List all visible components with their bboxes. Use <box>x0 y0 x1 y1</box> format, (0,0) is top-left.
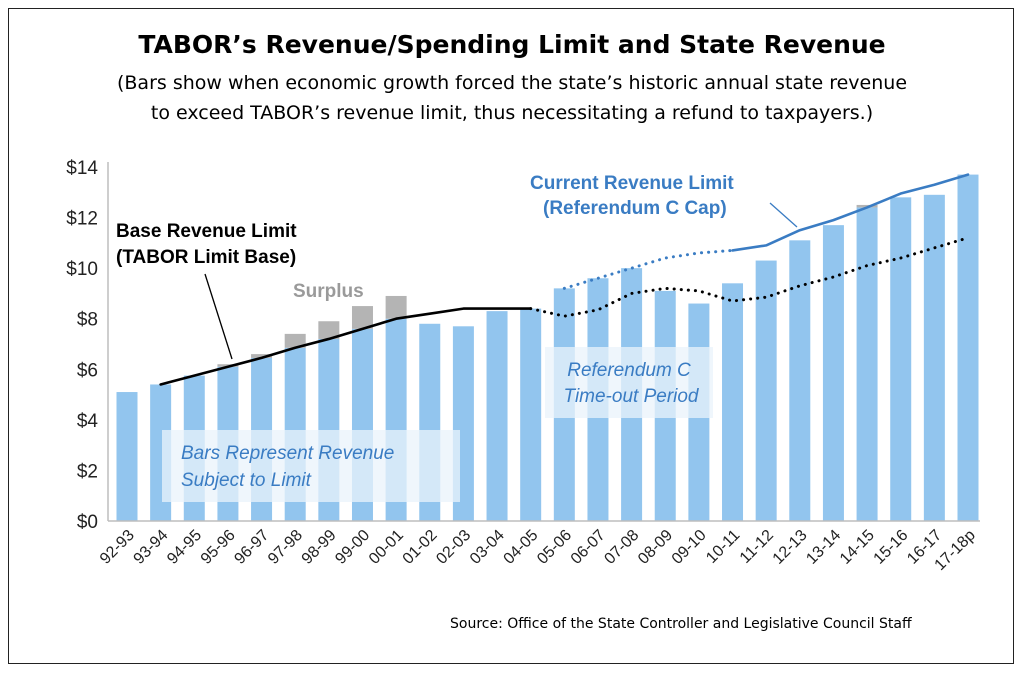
bars-note-box <box>162 430 460 502</box>
x-tick-label: 05-06 <box>534 527 575 568</box>
y-tick-label: $10 <box>66 259 98 280</box>
x-tick-label: 95-96 <box>198 527 239 568</box>
revenue-bar <box>116 392 138 521</box>
chart-subtitle-line-2: to exceed TABOR’s revenue limit, thus ne… <box>150 102 874 124</box>
revenue-bar <box>722 283 744 521</box>
y-tick-label: $2 <box>77 461 98 482</box>
current-limit-label-2: (Referendum C Cap) <box>543 198 727 219</box>
y-tick-label: $12 <box>66 209 98 230</box>
timeout-note-line-1: Referendum C <box>567 360 691 381</box>
timeout-note-box <box>545 347 713 418</box>
x-tick-label: 92-93 <box>97 527 138 568</box>
x-tick-label: 09-10 <box>669 527 710 568</box>
x-tick-label: 97-98 <box>265 527 306 568</box>
current-limit-label-1: Current Revenue Limit <box>530 173 734 194</box>
x-tick-label: 02-03 <box>433 527 474 568</box>
base-limit-dotted-line <box>529 236 970 318</box>
x-tick-label: 08-09 <box>635 527 676 568</box>
revenue-bar <box>923 194 945 522</box>
x-tick-label: 98-99 <box>299 527 340 568</box>
refc-cap-solid-line <box>731 173 970 252</box>
revenue-bar <box>789 240 811 522</box>
x-tick-label: 07-08 <box>601 527 642 568</box>
bars-note-line-2: Subject to Limit <box>181 470 312 491</box>
x-tick-label: 10-11 <box>703 527 743 567</box>
chart-title: TABOR’s Revenue/Spending Limit and State… <box>138 30 886 59</box>
revenue-bar <box>486 311 508 521</box>
y-tick-label: $8 <box>77 310 98 331</box>
bars-note-line-1: Bars Represent Revenue <box>181 443 394 464</box>
surplus-bar-segment <box>385 295 407 319</box>
x-tick-label: 99-00 <box>332 527 373 568</box>
x-tick-label: 93-94 <box>131 527 172 568</box>
revenue-bar <box>957 174 979 522</box>
surplus-bar-segment <box>284 333 306 348</box>
x-tick-label: 04-05 <box>501 527 542 568</box>
x-tick-label: 00-01 <box>366 527 407 568</box>
x-tick-label: 01-02 <box>400 527 441 568</box>
y-tick-label: $4 <box>77 411 99 432</box>
x-tick-label: 94-95 <box>164 527 205 568</box>
base-limit-label-1: Base Revenue Limit <box>116 221 297 242</box>
y-tick-label: $6 <box>77 360 98 381</box>
base-limit-label-2: (TABOR Limit Base) <box>116 247 296 268</box>
revenue-bar <box>755 260 777 521</box>
chart-subtitle-line-1: (Bars show when economic growth forced t… <box>116 72 908 94</box>
x-tick-label: 15-16 <box>871 527 912 568</box>
x-tick-label: 03-04 <box>467 527 508 568</box>
revenue-bar <box>856 207 878 521</box>
source-note: Source: Office of the State Controller a… <box>450 616 912 632</box>
revenue-bar <box>890 197 912 522</box>
base-limit-leader <box>204 273 233 360</box>
surplus-bar-segment <box>351 306 373 329</box>
current-limit-leader <box>769 202 798 228</box>
base-limit-solid-line <box>159 307 532 386</box>
x-tick-label: 11-12 <box>737 527 777 567</box>
x-tick-label: 96-97 <box>231 527 272 568</box>
chart-frame <box>8 8 1014 664</box>
x-tick-label: 13-14 <box>803 527 844 568</box>
refc-cap-dotted-line <box>562 248 735 290</box>
x-tick-label: 12-13 <box>770 527 811 568</box>
y-tick-label: $0 <box>77 512 98 533</box>
revenue-bar <box>822 225 844 521</box>
timeout-note-line-2: Time-out Period <box>564 386 700 407</box>
revenue-bar <box>520 308 542 521</box>
surplus-label: Surplus <box>293 281 364 302</box>
surplus-bar-segment <box>318 321 340 339</box>
x-tick-label: 14-15 <box>837 527 878 568</box>
x-tick-label: 06-07 <box>568 527 609 568</box>
surplus-bar-segment <box>251 354 273 358</box>
y-tick-label: $14 <box>66 158 98 179</box>
